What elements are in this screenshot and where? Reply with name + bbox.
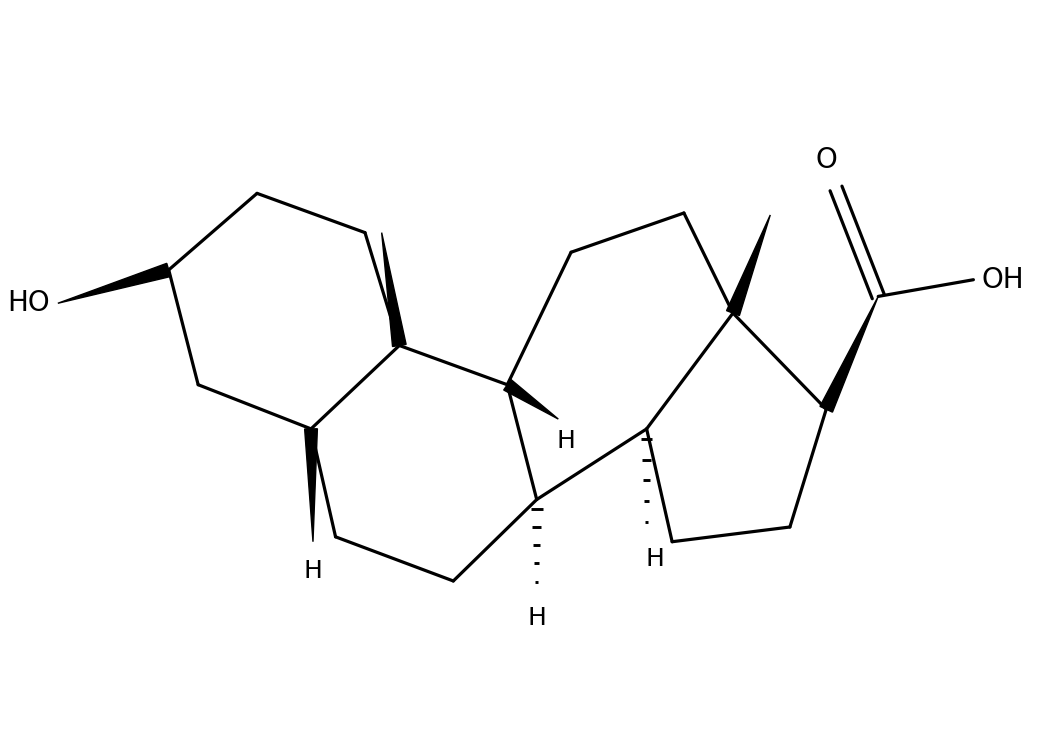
Polygon shape (727, 215, 770, 315)
Text: H: H (527, 605, 546, 630)
Polygon shape (820, 297, 878, 412)
Polygon shape (503, 380, 558, 419)
Polygon shape (382, 232, 406, 346)
Polygon shape (304, 428, 318, 542)
Text: H: H (303, 559, 323, 583)
Text: OH: OH (981, 266, 1023, 294)
Text: O: O (815, 146, 837, 174)
Text: H: H (645, 547, 664, 571)
Polygon shape (58, 263, 170, 303)
Text: HO: HO (7, 289, 50, 317)
Text: H: H (556, 429, 576, 453)
